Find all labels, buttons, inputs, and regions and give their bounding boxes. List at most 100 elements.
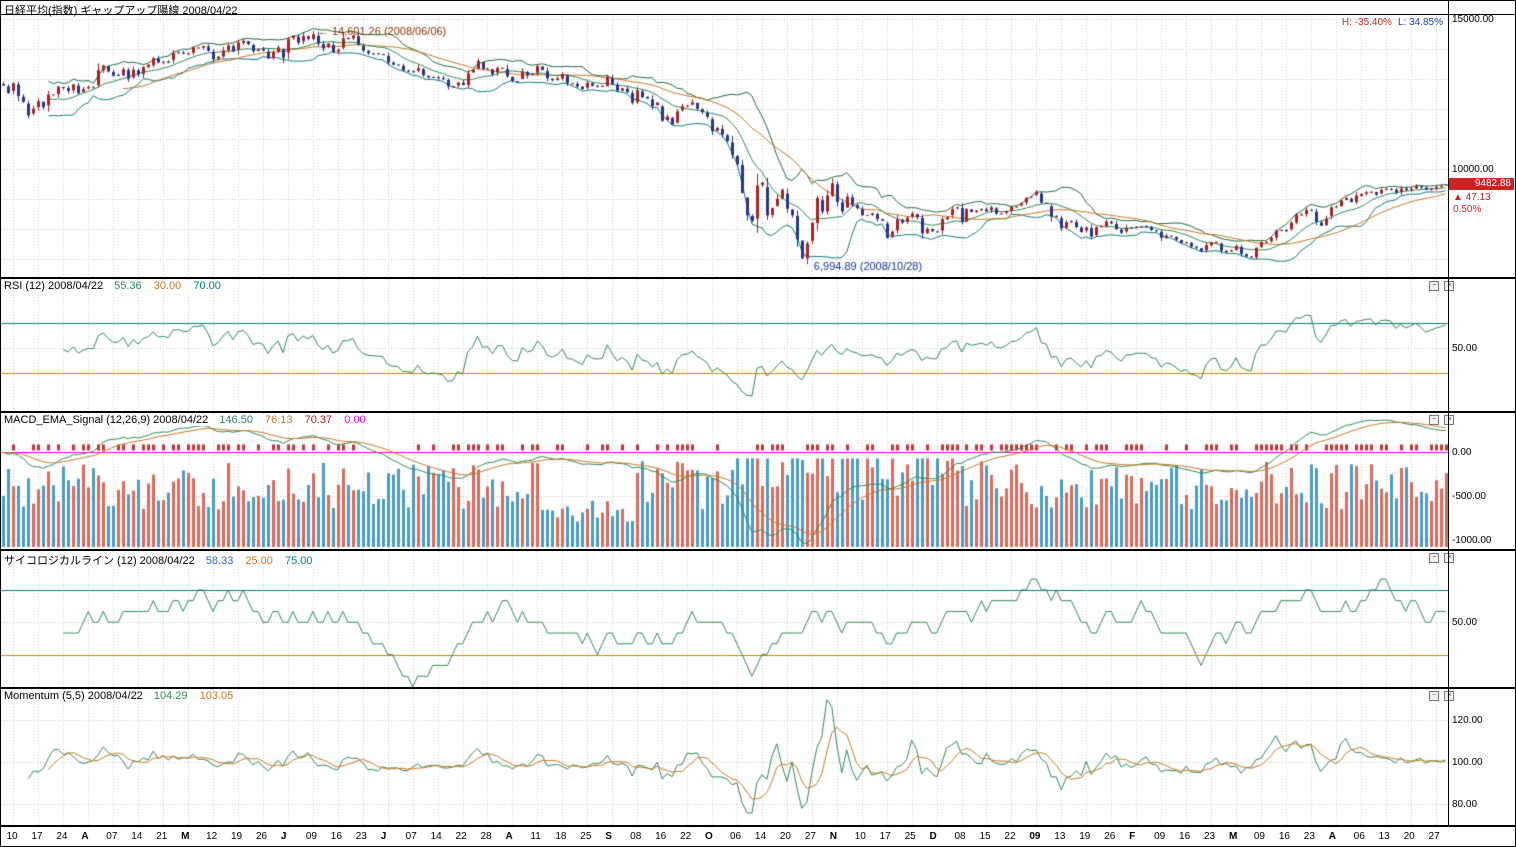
x-axis-label: 25 <box>580 831 592 842</box>
psychological-panel: サイコロジカルライン (12) 2008/04/22 58.33 25.00 7… <box>1 551 1515 687</box>
x-axis-label: 16 <box>330 831 342 842</box>
panel-divider <box>1 411 1515 413</box>
macd-chart-canvas[interactable] <box>1 413 1448 549</box>
minimize-panel-button[interactable]: − <box>1429 281 1439 291</box>
minimize-panel-button[interactable]: − <box>1429 415 1439 425</box>
x-axis-label: 09 <box>1029 831 1041 842</box>
price-change-value: ▲ 47.13 <box>1453 192 1491 203</box>
psychological-upper-ref-value: 75.00 <box>284 555 313 567</box>
chart-title: 日経平均(指数) ギャップアップ陽線 2008/04/22 <box>4 5 238 17</box>
x-axis-label: 26 <box>1104 831 1116 842</box>
psychological-current-value: 58.33 <box>205 555 234 567</box>
x-axis-label: 16 <box>1179 831 1191 842</box>
price-axis-label: 15000.00 <box>1452 14 1494 25</box>
momentum-chart-canvas[interactable] <box>1 689 1448 825</box>
x-axis-label: 10 <box>6 831 18 842</box>
x-axis-label: 22 <box>455 831 467 842</box>
x-axis-label: A <box>505 831 513 842</box>
close-panel-button[interactable]: × <box>1444 691 1455 701</box>
macd-axis-label: -500.00 <box>1452 491 1486 502</box>
minimize-panel-button[interactable]: − <box>1429 691 1439 701</box>
x-axis-label: 27 <box>1428 831 1440 842</box>
x-axis-label: 06 <box>729 831 742 842</box>
x-axis-label: J <box>380 831 387 842</box>
x-axis-label: 14 <box>754 831 767 842</box>
x-axis-label: 23 <box>1303 831 1315 842</box>
minimize-panel-button[interactable]: − <box>1429 553 1439 563</box>
psychological-panel-controls: − × <box>1428 553 1455 571</box>
psychological-chart-canvas[interactable] <box>1 551 1448 687</box>
x-axis-label: 18 <box>555 831 567 842</box>
rsi-upper-ref-value: 70.00 <box>193 280 221 292</box>
x-axis-label: A <box>1328 831 1336 842</box>
macd-axis-label: -1000.00 <box>1452 535 1492 546</box>
x-axis-label: 21 <box>156 831 168 842</box>
momentum-axis-label: 80.00 <box>1452 799 1478 810</box>
x-axis-label: 14 <box>430 831 442 842</box>
x-axis-label: D <box>929 831 937 842</box>
x-axis-label: 13 <box>1378 831 1390 842</box>
x-axis-label: 22 <box>680 831 692 842</box>
panel-divider <box>1 825 1515 827</box>
x-axis-label: 08 <box>954 831 966 842</box>
macd-legend: MACD_EMA_Signal (12,26,9) 2008/04/22 146… <box>4 414 378 426</box>
x-axis-label: 22 <box>1004 831 1016 842</box>
x-axis-label: J <box>280 831 287 842</box>
x-axis-label: 11 <box>530 831 541 842</box>
price-axis-divider <box>1448 1 1449 825</box>
momentum-axis-label: 120.00 <box>1452 715 1483 726</box>
x-axis-label: 16 <box>655 831 667 842</box>
rsi-panel: RSI (12) 2008/04/22 55.36 30.00 70.00 − … <box>1 279 1515 411</box>
x-axis-label: 24 <box>56 831 68 842</box>
x-axis-label: 07 <box>106 831 118 842</box>
chart-title-bar: 日経平均(指数) ギャップアップ陽線 2008/04/22 <box>1 1 1515 17</box>
x-axis-label: 06 <box>1353 831 1365 842</box>
panel-divider <box>1 549 1515 551</box>
x-axis-label: M <box>1228 831 1238 842</box>
rsi-current-value: 55.36 <box>114 280 142 292</box>
psychological-axis-label: 50.00 <box>1452 617 1478 628</box>
x-axis-label: 09 <box>1154 831 1166 842</box>
x-axis: 10 17 24 A 07 14 21 M 12 19 26 J 09 16 23 J 07 14 22 28 A 11 1… <box>1 827 1515 846</box>
price-chart-canvas[interactable] <box>1 1 1448 277</box>
x-axis-label: 09 <box>305 831 317 842</box>
macd-signal-value: 76.13 <box>265 414 293 426</box>
price-panel: 日経平均(指数) ギャップアップ陽線 2008/04/22 H: -35.40%… <box>1 1 1515 277</box>
panel-divider <box>1 687 1515 689</box>
low-percent-label: L: 34.85% <box>1397 17 1443 28</box>
x-axis-label: 25 <box>904 831 916 842</box>
close-panel-button[interactable]: × <box>1444 553 1455 563</box>
rsi-axis-label: 50.00 <box>1452 343 1478 354</box>
x-axis-label: S <box>605 831 612 842</box>
close-panel-button[interactable]: × <box>1444 415 1455 425</box>
x-axis-label: 27 <box>804 831 816 842</box>
price-change-percent: 0.50% <box>1453 204 1482 215</box>
x-axis-label: 14 <box>131 831 143 842</box>
x-axis-label: 13 <box>1054 831 1066 842</box>
macd-axis-label: 0.00 <box>1452 447 1472 458</box>
x-axis-label: 19 <box>231 831 243 842</box>
x-axis-label: 17 <box>31 831 43 842</box>
x-axis-label: 23 <box>355 831 367 842</box>
momentum-panel-controls: − × <box>1428 691 1455 709</box>
macd-legend-name: MACD_EMA_Signal (12,26,9) 2008/04/22 <box>4 414 209 426</box>
x-axis-label: 23 <box>1203 831 1216 842</box>
close-panel-button[interactable]: × <box>1444 281 1455 291</box>
high-low-readout: H: -35.40% L: 34.85% <box>1317 17 1443 28</box>
momentum-legend-name: Momentum (5,5) 2008/04/22 <box>4 690 143 702</box>
momentum-signal-value: 103.05 <box>199 690 234 702</box>
x-axis-label: O <box>705 831 713 842</box>
x-axis-label: 15 <box>979 831 991 842</box>
rsi-legend: RSI (12) 2008/04/22 55.36 30.00 70.00 <box>4 280 233 292</box>
rsi-legend-name: RSI (12) 2008/04/22 <box>4 280 104 292</box>
macd-panel: MACD_EMA_Signal (12,26,9) 2008/04/22 146… <box>1 413 1515 549</box>
last-price-badge: 9482.88 <box>1449 178 1514 190</box>
high-percent-label: H: -35.40% <box>1341 17 1392 28</box>
macd-current-value: 146.50 <box>219 414 253 426</box>
momentum-legend: Momentum (5,5) 2008/04/22 104.29 103.05 <box>4 690 246 702</box>
rsi-lower-ref-value: 30.00 <box>153 280 182 292</box>
momentum-axis-label: 100.00 <box>1452 757 1483 768</box>
x-axis-label: 20 <box>1403 831 1415 842</box>
rsi-chart-canvas[interactable] <box>1 279 1448 411</box>
